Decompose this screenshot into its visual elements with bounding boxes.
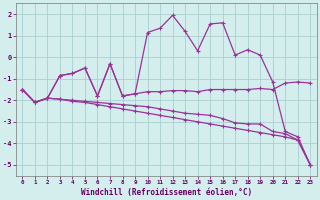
X-axis label: Windchill (Refroidissement éolien,°C): Windchill (Refroidissement éolien,°C) — [81, 188, 252, 197]
